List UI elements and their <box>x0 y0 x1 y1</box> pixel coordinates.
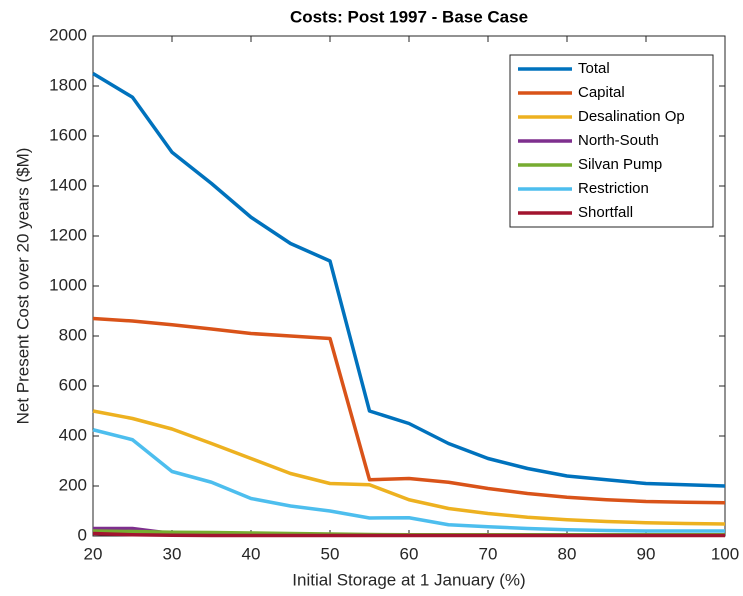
y-tick-label: 1600 <box>49 125 87 144</box>
x-tick-label: 80 <box>558 544 577 563</box>
y-tick-label: 1200 <box>49 225 87 244</box>
y-tick-label: 1800 <box>49 75 87 94</box>
legend-label: Desalination Op <box>578 108 685 125</box>
x-tick-label: 90 <box>637 544 656 563</box>
y-tick-label: 200 <box>59 475 87 494</box>
series-line <box>92 409 726 526</box>
legend-label: Silvan Pump <box>578 156 662 173</box>
x-tick-label: 30 <box>163 544 182 563</box>
legend-label: Capital <box>578 84 625 101</box>
chart-title: Costs: Post 1997 - Base Case <box>290 7 528 26</box>
y-tick-label: 400 <box>59 425 87 444</box>
legend-label: Shortfall <box>578 204 633 221</box>
y-tick-label: 2000 <box>49 25 87 44</box>
x-tick-label: 20 <box>84 544 103 563</box>
x-axis-label: Initial Storage at 1 January (%) <box>292 570 525 589</box>
x-tick-label: 100 <box>711 544 739 563</box>
y-tick-label: 1400 <box>49 175 87 194</box>
y-tick-label: 800 <box>59 325 87 344</box>
series-line <box>92 316 726 505</box>
y-tick-label: 1000 <box>49 275 87 294</box>
series-line <box>92 531 725 538</box>
y-axis-label: Net Present Cost over 20 years ($M) <box>13 148 32 425</box>
legend-label: North-South <box>578 132 659 149</box>
x-tick-label: 50 <box>321 544 340 563</box>
x-tick-label: 40 <box>242 544 261 563</box>
y-tick-label: 0 <box>78 525 87 544</box>
x-tick-label: 60 <box>400 544 419 563</box>
series-line <box>92 72 726 488</box>
legend-label: Restriction <box>578 180 649 197</box>
y-tick-label: 600 <box>59 375 87 394</box>
series-line <box>92 428 725 533</box>
x-tick-label: 70 <box>479 544 498 563</box>
legend-label: Total <box>578 60 610 77</box>
